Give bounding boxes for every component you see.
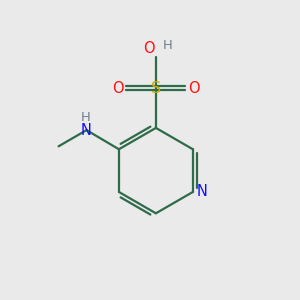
Text: O: O — [112, 81, 124, 96]
Text: O: O — [188, 81, 199, 96]
Text: O: O — [143, 41, 154, 56]
Text: N: N — [81, 123, 92, 138]
Text: H: H — [162, 39, 172, 52]
Text: S: S — [151, 81, 161, 96]
Text: N: N — [196, 184, 207, 200]
Text: H: H — [81, 111, 91, 124]
